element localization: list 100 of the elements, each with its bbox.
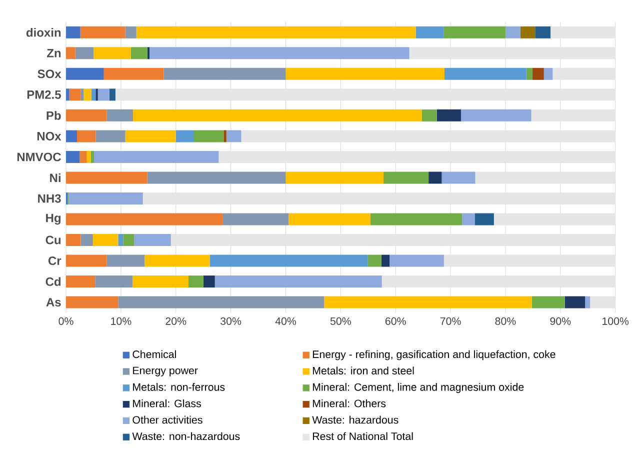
x-tick-label: 50% bbox=[330, 318, 351, 326]
bar bbox=[531, 110, 616, 122]
y-tick-label: As bbox=[46, 298, 61, 307]
y-tick-label: Cd bbox=[46, 277, 61, 286]
bar bbox=[390, 254, 444, 267]
bar bbox=[92, 234, 118, 246]
x-tick-label: 30% bbox=[220, 318, 242, 326]
bar bbox=[194, 130, 224, 142]
bar bbox=[115, 88, 616, 101]
bar bbox=[436, 110, 461, 122]
y-tick-label: SOx bbox=[38, 70, 62, 78]
bar bbox=[444, 68, 526, 80]
x-tick-label: 10% bbox=[111, 318, 132, 326]
bar bbox=[144, 254, 210, 267]
y-tick-label: Zn bbox=[46, 49, 61, 58]
bar bbox=[66, 130, 77, 142]
bar bbox=[118, 234, 124, 246]
bar bbox=[90, 151, 94, 164]
bar bbox=[226, 130, 242, 142]
x-tick-label: 90% bbox=[550, 318, 571, 326]
y-tick-label: Pb bbox=[46, 111, 61, 120]
bar bbox=[84, 88, 92, 101]
bar bbox=[86, 151, 91, 164]
bar bbox=[66, 213, 223, 226]
bar bbox=[532, 68, 544, 80]
bar bbox=[444, 26, 506, 39]
bar bbox=[494, 213, 616, 226]
bar bbox=[130, 47, 148, 60]
bar bbox=[109, 88, 116, 101]
bar bbox=[241, 130, 616, 142]
bar bbox=[104, 68, 164, 80]
bar bbox=[214, 276, 382, 288]
bar bbox=[544, 68, 553, 80]
bar bbox=[286, 172, 384, 184]
bar bbox=[132, 276, 189, 288]
y-tick-label: Hg bbox=[46, 214, 60, 225]
x-tick-label: 100% bbox=[602, 318, 629, 326]
legend-label: Waste: non-hazardous bbox=[132, 432, 240, 440]
x-tick-label: 20% bbox=[166, 318, 186, 326]
bar bbox=[91, 88, 96, 101]
bar bbox=[210, 254, 368, 267]
legend-label: Energy power bbox=[133, 367, 198, 377]
bar bbox=[535, 26, 551, 39]
bar bbox=[428, 172, 442, 184]
legend-label: Mineral: Others bbox=[312, 400, 386, 408]
bar bbox=[95, 276, 132, 288]
bar bbox=[66, 234, 81, 246]
bar bbox=[422, 110, 437, 122]
legend-label: Chemical bbox=[132, 350, 176, 358]
bar bbox=[526, 68, 532, 80]
x-tick-label: 0% bbox=[58, 318, 74, 326]
bar bbox=[68, 192, 143, 205]
bar bbox=[324, 296, 532, 308]
bar bbox=[134, 234, 171, 246]
bar bbox=[106, 110, 134, 122]
bar bbox=[123, 234, 134, 246]
bar bbox=[176, 130, 194, 142]
x-tick-label: 70% bbox=[440, 318, 461, 326]
bar bbox=[520, 26, 536, 39]
bar bbox=[218, 151, 616, 164]
bar bbox=[80, 88, 84, 101]
bar bbox=[96, 130, 126, 142]
y-tick-label: PM2.5 bbox=[27, 90, 61, 100]
bar bbox=[286, 68, 444, 80]
bar bbox=[147, 172, 286, 184]
bar bbox=[66, 47, 76, 60]
bar bbox=[370, 213, 462, 226]
bar bbox=[66, 276, 96, 288]
legend-label: Energy - refining, gasification and liquefaction, coke bbox=[312, 350, 556, 360]
bar bbox=[532, 296, 565, 308]
legend-label: Other activities bbox=[132, 416, 202, 424]
x-tick-label: 60% bbox=[385, 318, 406, 326]
bar bbox=[66, 26, 80, 39]
bar bbox=[106, 254, 145, 267]
legend-label: Metals: iron and steel bbox=[312, 366, 414, 375]
bar bbox=[66, 296, 118, 308]
bar bbox=[69, 88, 81, 101]
legend-label: Metals: non-ferrous bbox=[133, 383, 225, 392]
bar bbox=[203, 276, 215, 288]
bar bbox=[409, 47, 616, 60]
y-tick-label: Ni bbox=[50, 174, 60, 182]
bar bbox=[564, 296, 586, 308]
bar bbox=[98, 88, 110, 101]
bar bbox=[442, 172, 476, 184]
bar bbox=[125, 130, 176, 142]
bar bbox=[444, 254, 616, 267]
bar bbox=[170, 234, 616, 246]
bar bbox=[66, 254, 107, 267]
bar bbox=[460, 110, 532, 122]
bar bbox=[224, 130, 226, 142]
bar bbox=[222, 213, 288, 226]
bar bbox=[188, 276, 204, 288]
bar bbox=[462, 213, 475, 226]
bar bbox=[384, 172, 429, 184]
bar bbox=[93, 47, 131, 60]
bar bbox=[125, 26, 136, 39]
bar bbox=[66, 110, 107, 122]
y-tick-label: dioxin bbox=[26, 28, 61, 37]
bar bbox=[133, 110, 422, 122]
bar bbox=[382, 276, 616, 288]
